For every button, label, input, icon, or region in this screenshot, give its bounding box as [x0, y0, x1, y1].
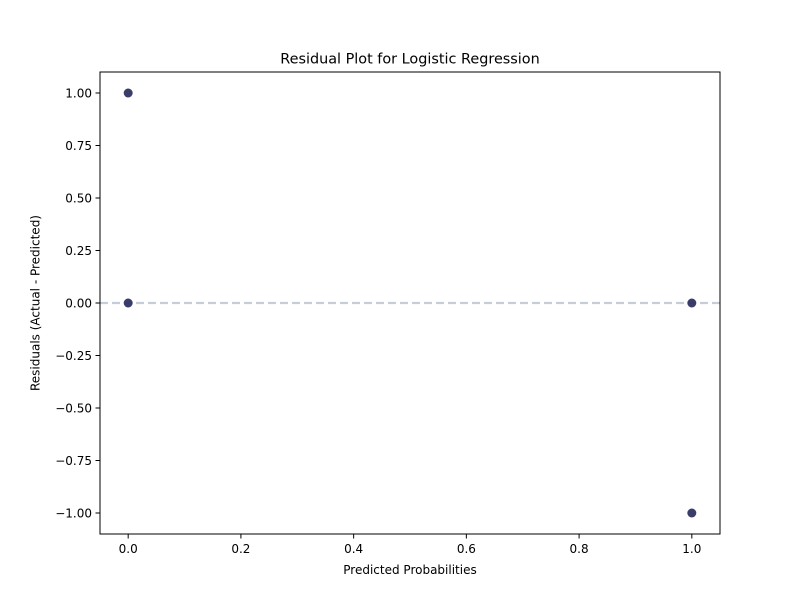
points-layer: [123, 88, 697, 518]
scatter-point: [123, 298, 133, 308]
y-tick-label: 0.00: [65, 297, 92, 311]
x-tick-label: 1.0: [682, 542, 701, 556]
y-axis-label: Residuals (Actual - Predicted): [29, 215, 43, 391]
plot-frame: [99, 71, 721, 535]
y-tick-label: −0.75: [55, 454, 92, 468]
y-tick-label: 0.75: [65, 139, 92, 153]
x-tick-label: 0.6: [457, 542, 476, 556]
y-tick-label: 1.00: [65, 87, 92, 101]
y-tick-label: 0.50: [65, 192, 92, 206]
x-tick-label: 0.0: [119, 542, 138, 556]
chart-title: Residual Plot for Logistic Regression: [280, 52, 539, 68]
x-tick-label: 0.8: [570, 542, 589, 556]
y-tick-label: −1.00: [55, 507, 92, 521]
y-tick-label: −0.50: [55, 402, 92, 416]
y-axis-ticks: 1.00 0.75 0.50 0.25 0.00 −0.25 −0.50 −0.75 −1.00: [55, 87, 100, 521]
scatter-point: [123, 88, 133, 98]
x-axis-label: Predicted Probabilities: [343, 563, 476, 577]
y-tick-label: −0.25: [55, 349, 92, 363]
x-tick-label: 0.2: [231, 542, 250, 556]
x-tick-label: 0.4: [344, 542, 363, 556]
y-tick-label: 0.25: [65, 244, 92, 258]
x-axis-ticks: 0.0 0.2 0.4 0.6 0.8 1.0: [119, 534, 701, 556]
scatter-point: [687, 508, 697, 518]
scatter-point: [687, 298, 697, 308]
